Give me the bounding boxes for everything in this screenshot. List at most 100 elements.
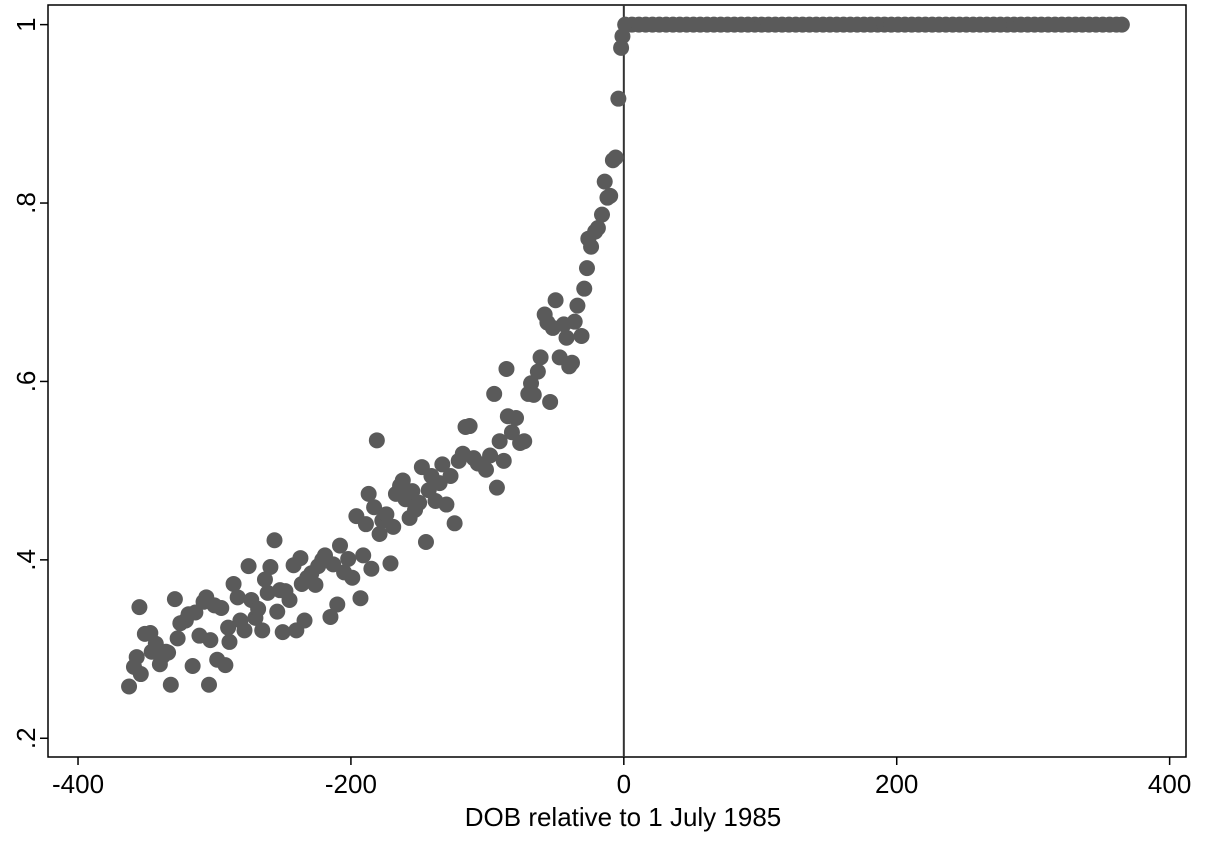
y-tick-label: .6 <box>11 371 41 393</box>
point <box>563 354 580 371</box>
point <box>131 599 148 616</box>
point <box>352 590 369 607</box>
point <box>508 410 525 427</box>
point <box>547 292 564 309</box>
point <box>532 349 549 366</box>
point <box>274 624 291 641</box>
x-tick-label: -400 <box>52 769 104 799</box>
point <box>498 360 515 377</box>
point <box>269 603 286 620</box>
point <box>160 644 177 661</box>
point <box>220 619 237 636</box>
point <box>613 39 630 56</box>
point <box>254 622 271 639</box>
point <box>225 575 242 592</box>
point <box>166 591 183 608</box>
point <box>589 220 606 237</box>
point <box>442 468 459 485</box>
point <box>340 550 357 567</box>
point <box>296 612 313 629</box>
x-tick-label: 200 <box>875 769 918 799</box>
point <box>132 666 149 683</box>
point <box>281 591 298 608</box>
point <box>573 327 590 344</box>
point <box>610 90 627 107</box>
point <box>332 537 349 554</box>
point <box>529 363 546 380</box>
point <box>344 569 361 586</box>
point <box>202 632 219 649</box>
point <box>478 461 495 478</box>
point <box>357 516 374 533</box>
point <box>322 608 339 625</box>
point <box>329 596 346 613</box>
point <box>259 584 276 601</box>
point <box>491 433 508 450</box>
point <box>411 494 428 511</box>
point <box>596 173 613 190</box>
point <box>355 547 372 564</box>
point <box>394 472 411 489</box>
point <box>558 329 575 346</box>
point <box>368 432 385 449</box>
point <box>240 558 257 575</box>
point <box>525 386 542 403</box>
point <box>371 525 388 542</box>
point <box>602 187 619 204</box>
point <box>382 555 399 572</box>
point <box>566 313 583 330</box>
point <box>250 600 267 617</box>
x-tick-label: 0 <box>617 769 631 799</box>
y-tick-label: .2 <box>11 727 41 749</box>
y-tick-label: 1 <box>11 17 41 31</box>
x-axis-title: DOB relative to 1 July 1985 <box>465 802 782 832</box>
y-tick-label: .8 <box>11 192 41 214</box>
point <box>578 260 595 277</box>
point <box>576 280 593 297</box>
point <box>446 515 463 532</box>
point <box>229 589 246 606</box>
point <box>266 532 283 549</box>
point <box>1113 16 1130 33</box>
point <box>404 483 421 500</box>
point <box>262 558 279 575</box>
y-tick-label: .4 <box>11 549 41 571</box>
point <box>488 479 505 496</box>
point <box>217 657 234 674</box>
point <box>128 649 145 666</box>
point <box>325 556 342 573</box>
point <box>482 447 499 464</box>
point <box>461 418 478 435</box>
plot-frame <box>47 4 1187 758</box>
x-tick-label: -200 <box>325 769 377 799</box>
point <box>417 534 434 551</box>
point <box>360 485 377 502</box>
point <box>201 676 218 693</box>
point <box>213 600 230 617</box>
point <box>583 238 600 255</box>
point <box>169 630 186 647</box>
point <box>378 506 395 523</box>
point <box>121 678 138 695</box>
x-tick-label: 400 <box>1148 769 1191 799</box>
point <box>438 496 455 513</box>
point <box>434 456 451 473</box>
point <box>569 297 586 314</box>
point <box>366 499 383 516</box>
point <box>292 550 309 567</box>
point <box>486 385 503 402</box>
point <box>236 622 253 639</box>
point <box>385 518 402 535</box>
point <box>307 576 324 593</box>
point <box>162 676 179 693</box>
point <box>495 452 512 469</box>
point <box>593 206 610 223</box>
point <box>607 149 624 166</box>
point <box>516 433 533 450</box>
point <box>542 393 559 410</box>
point <box>256 571 273 588</box>
point <box>363 560 380 577</box>
point <box>221 633 238 650</box>
